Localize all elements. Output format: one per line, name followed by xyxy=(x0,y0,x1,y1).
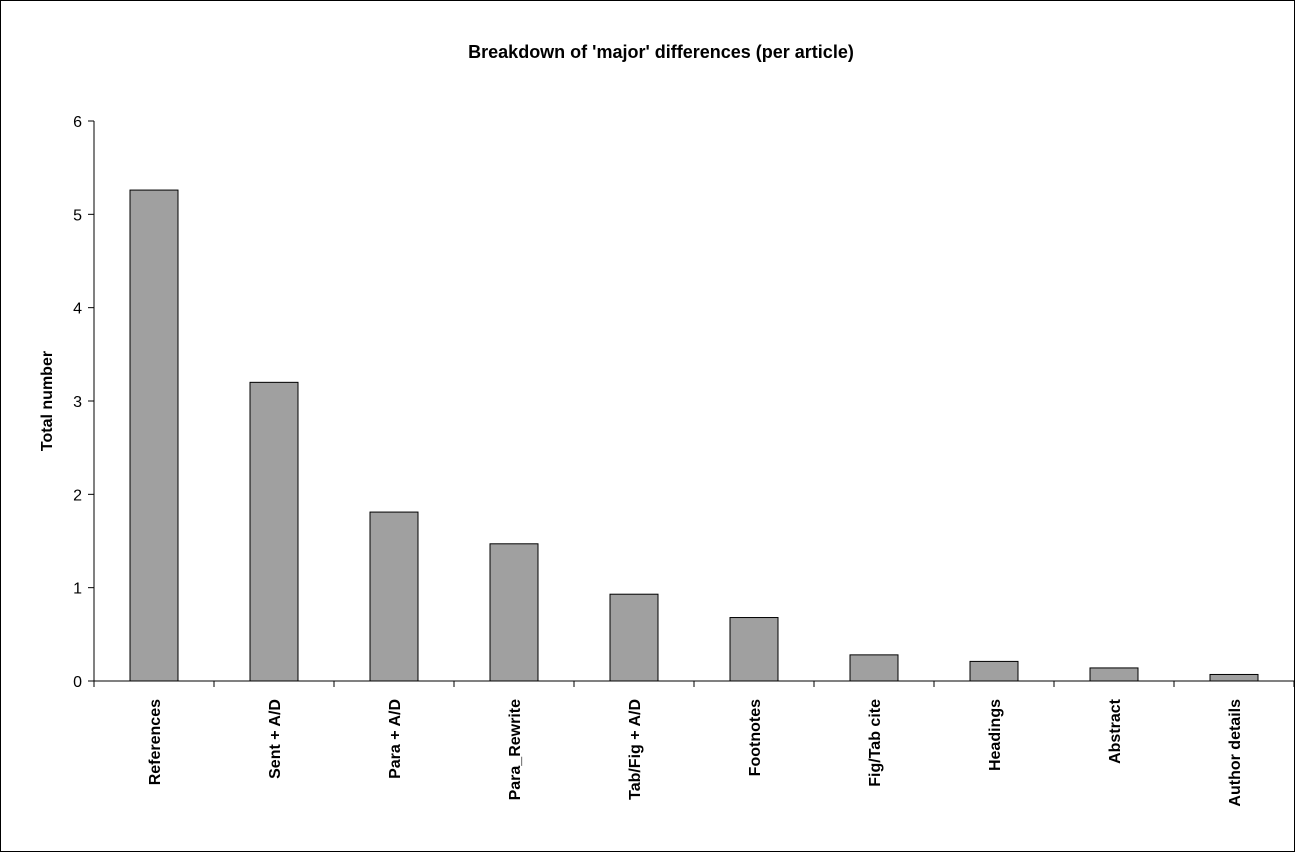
category-label: Fig/Tab cite xyxy=(867,699,884,787)
category-label: Para + A/D xyxy=(387,699,404,779)
category-label: References xyxy=(147,699,164,785)
bars xyxy=(129,189,1259,682)
y-tick-label: 3 xyxy=(73,394,82,411)
category-label: Para_Rewrite xyxy=(507,699,524,800)
bar xyxy=(969,660,1019,682)
bar xyxy=(129,189,179,682)
x-axis-ticks xyxy=(93,681,1294,687)
bar xyxy=(249,381,299,682)
y-axis-ticks: 0 1 2 3 4 5 6 xyxy=(73,114,94,691)
category-label: Abstract xyxy=(1107,698,1124,764)
category-labels: References Sent + A/D Para + A/D Para_Rewri… xyxy=(147,698,1244,806)
category-label: Sent + A/D xyxy=(267,699,284,779)
y-tick-label: 5 xyxy=(73,207,82,224)
bar xyxy=(1209,673,1259,682)
chart-title: Breakdown of 'major' differences (per ar… xyxy=(468,42,854,62)
category-label: Footnotes xyxy=(747,699,764,776)
bar xyxy=(489,543,539,682)
category-label: Author details xyxy=(1227,699,1244,807)
y-tick-label: 1 xyxy=(73,581,82,598)
y-tick-label: 0 xyxy=(73,674,82,691)
y-tick-label: 6 xyxy=(73,114,82,131)
category-label: Headings xyxy=(987,699,1004,771)
bar xyxy=(849,654,899,682)
category-label: Tab/Fig + A/D xyxy=(627,699,644,800)
bar xyxy=(1089,667,1139,682)
y-axis-label: Total number xyxy=(39,351,56,451)
bar xyxy=(609,593,659,682)
bar xyxy=(729,617,779,682)
y-tick-label: 2 xyxy=(73,487,82,504)
bar xyxy=(369,511,419,682)
y-tick-label: 4 xyxy=(73,301,82,318)
